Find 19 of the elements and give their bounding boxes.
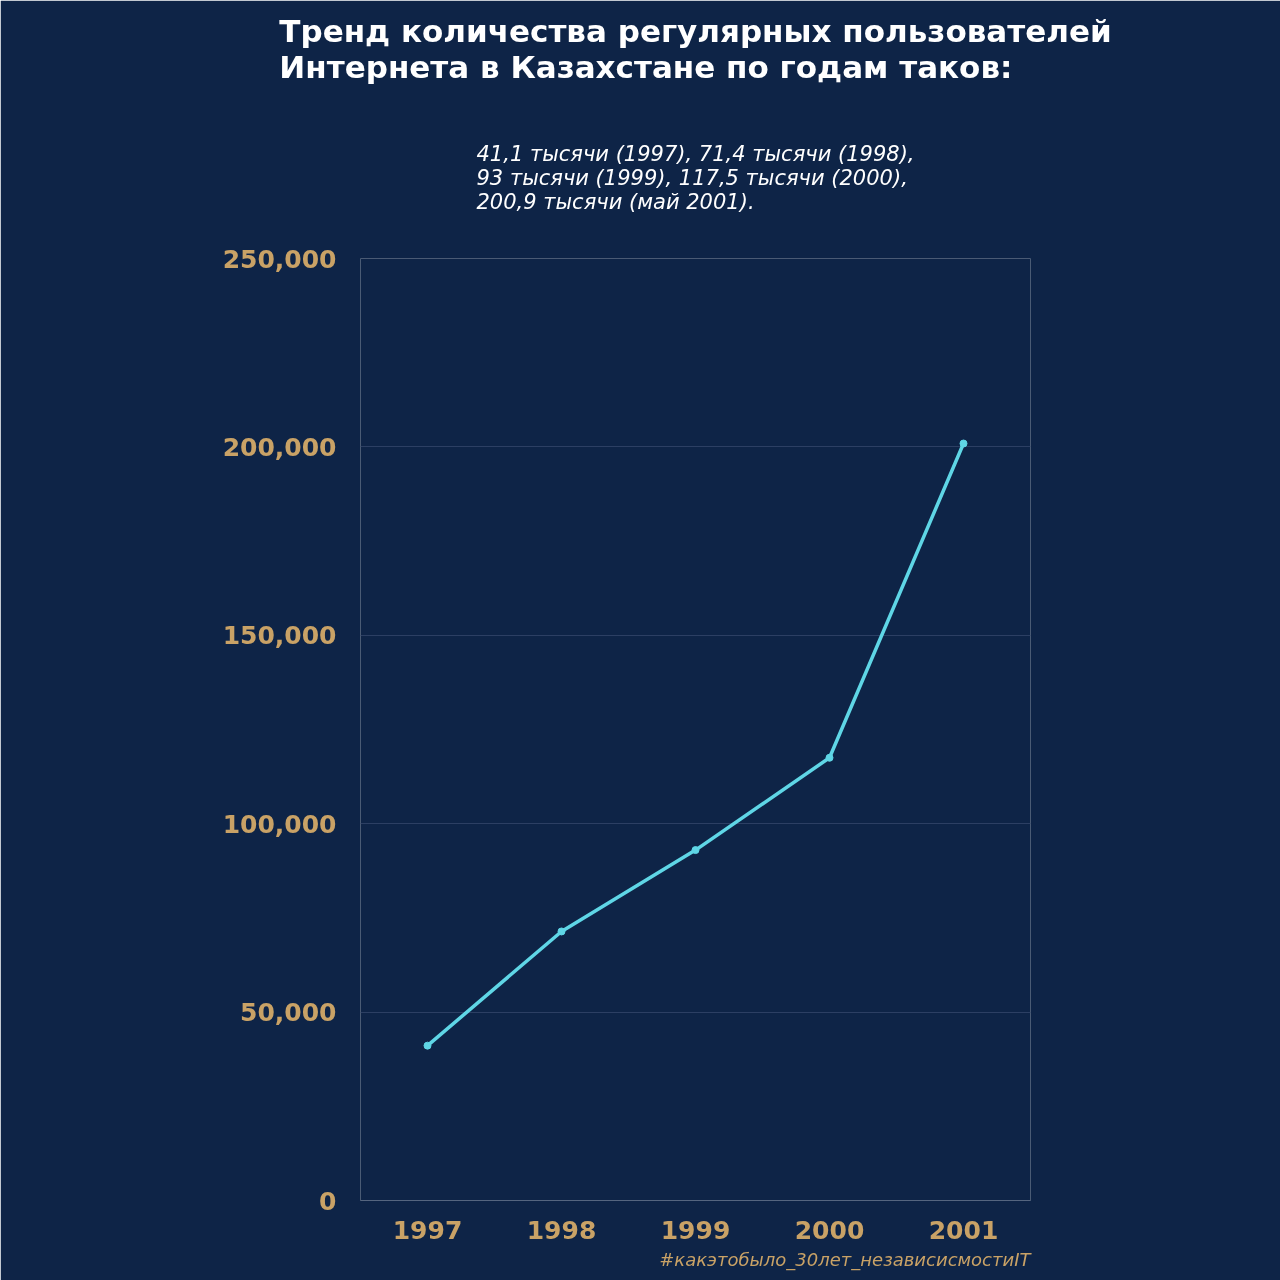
x-tick-label: 1997 [392,1215,463,1245]
point [557,927,566,936]
point [691,846,700,855]
y-tick-label: 250,000 [222,244,337,274]
chart-subtitle: 41,1 тысячи (1997), 71,4 тысячи (1998), 93 тысячи (1999), 117,5 тысячи (2000), 200,9 тысячи (май 2001). [476,141,915,214]
text: #какэтобыло_30лет_независисмостиIT [659,1248,1033,1271]
point [959,439,968,448]
y-tick-label: 100,000 [222,809,337,839]
x-tick-label: 1999 [660,1215,731,1245]
y-tick-label: 0 [319,1186,337,1216]
x-tick-label: 2001 [928,1215,999,1245]
y-tick-label: 200,000 [222,432,337,462]
chart-title: Тренд количества регулярных пользователей Интернета в Казахстане по годам таков: [279,12,1112,85]
point [423,1041,432,1050]
y-tick-label: 50,000 [240,998,337,1028]
point [825,753,834,762]
x-tick-label: 1998 [526,1215,597,1245]
x-tick-label: 2000 [794,1215,865,1245]
y-tick-label: 150,000 [222,621,337,651]
